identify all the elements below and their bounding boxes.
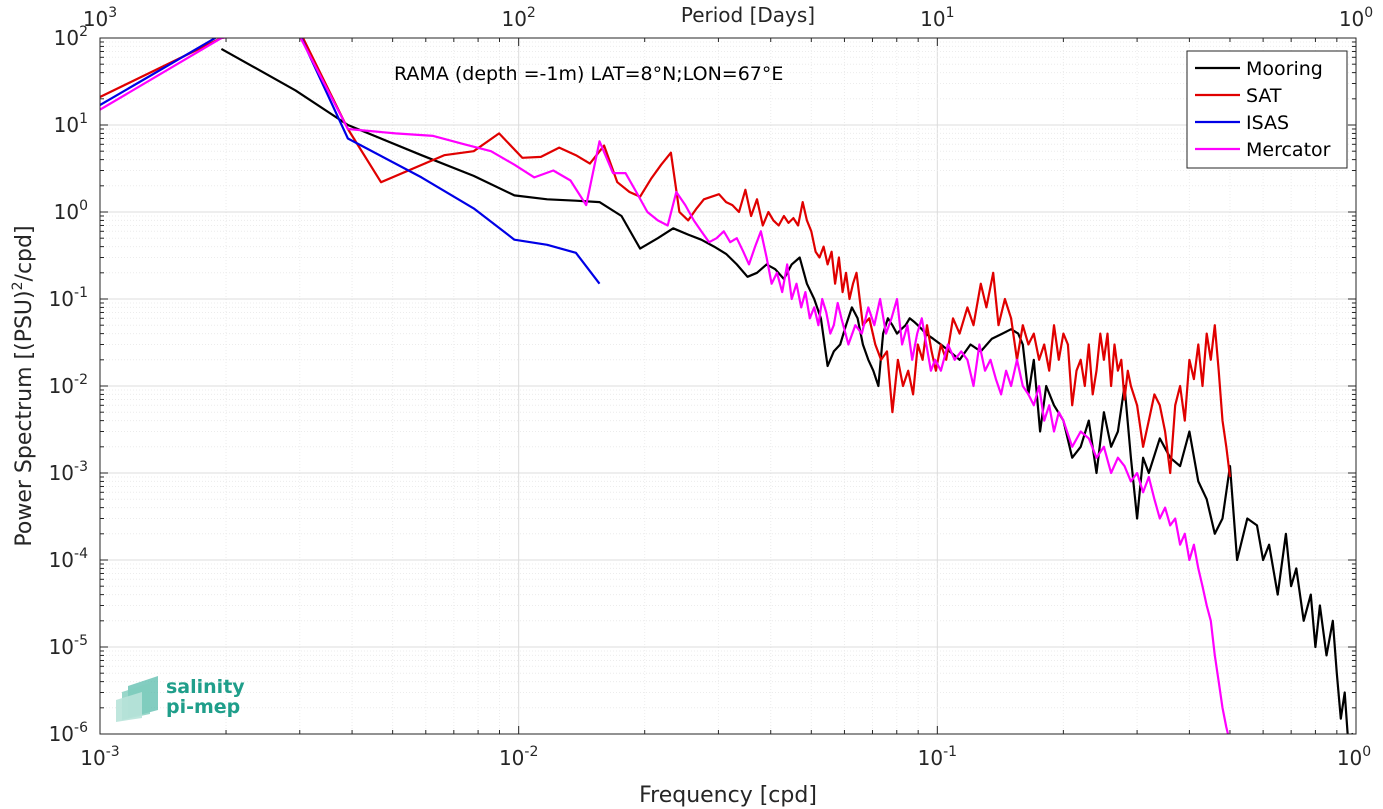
y-tick-label: 10-3 [49, 459, 88, 485]
legend-label-mooring: Mooring [1246, 58, 1323, 80]
salinity-pi-mep-logo: salinity pi-mep [116, 676, 245, 722]
y-tick-labels: 10-6 10-5 10-4 10-3 10-2 10-1 100 101 102 [49, 24, 89, 746]
tick-marks [99, 37, 1357, 735]
top-axis-label: Period [Days] [681, 3, 815, 27]
series-line-isas [100, 38, 601, 285]
legend: Mooring SAT ISAS Mercator [1186, 50, 1348, 169]
y-tick-label: 101 [54, 111, 88, 137]
y-tick-label: 10-2 [49, 372, 88, 398]
y-axis-label-tail: /cpd] [12, 225, 37, 281]
logo-text-line1: salinity [166, 676, 245, 698]
top-tick-label: 102 [501, 5, 535, 31]
y-tick-label: 102 [54, 24, 88, 50]
series-lines [100, 38, 1354, 734]
y-tick-label: 10-1 [49, 285, 88, 311]
y-axis-label: Power Spectrum [(PSU)2/cpd] [10, 225, 37, 546]
logo-text-line2: pi-mep [166, 696, 240, 718]
y-tick-label: 100 [54, 198, 88, 224]
legend-label-mercator: Mercator [1246, 139, 1331, 161]
x-axis-label: Frequency [cpd] [639, 783, 817, 808]
top-tick-label: 103 [83, 5, 117, 31]
legend-label-isas: ISAS [1246, 112, 1289, 134]
logo-mark-front [116, 692, 142, 722]
legend-items: Mooring SAT ISAS Mercator [1195, 58, 1331, 161]
x-tick-labels: 10-3 10-2 10-1 100 [80, 744, 1371, 770]
x-tick-label: 10-3 [80, 744, 119, 770]
x-tick-label: 100 [1337, 744, 1371, 770]
y-axis-label-sup: 2 [10, 281, 26, 290]
top-tick-labels: 103 102 101 100 [83, 5, 1373, 31]
series-line-mooring [220, 47, 1354, 734]
top-tick-label: 101 [920, 5, 954, 31]
series-line-mercator [100, 38, 1230, 734]
y-axis-label-main: Power Spectrum [(PSU) [12, 290, 37, 546]
series-line-sat [100, 38, 1232, 478]
chart-annotation: RAMA (depth =-1m) LAT=8°N;LON=67°E [394, 63, 783, 85]
x-tick-label: 10-2 [499, 744, 538, 770]
x-tick-label: 10-1 [918, 744, 957, 770]
top-tick-label: 100 [1339, 5, 1373, 31]
y-tick-label: 10-6 [49, 720, 89, 746]
y-tick-label: 10-4 [49, 546, 89, 572]
legend-label-sat: SAT [1246, 85, 1282, 107]
y-tick-label: 10-5 [49, 633, 88, 659]
